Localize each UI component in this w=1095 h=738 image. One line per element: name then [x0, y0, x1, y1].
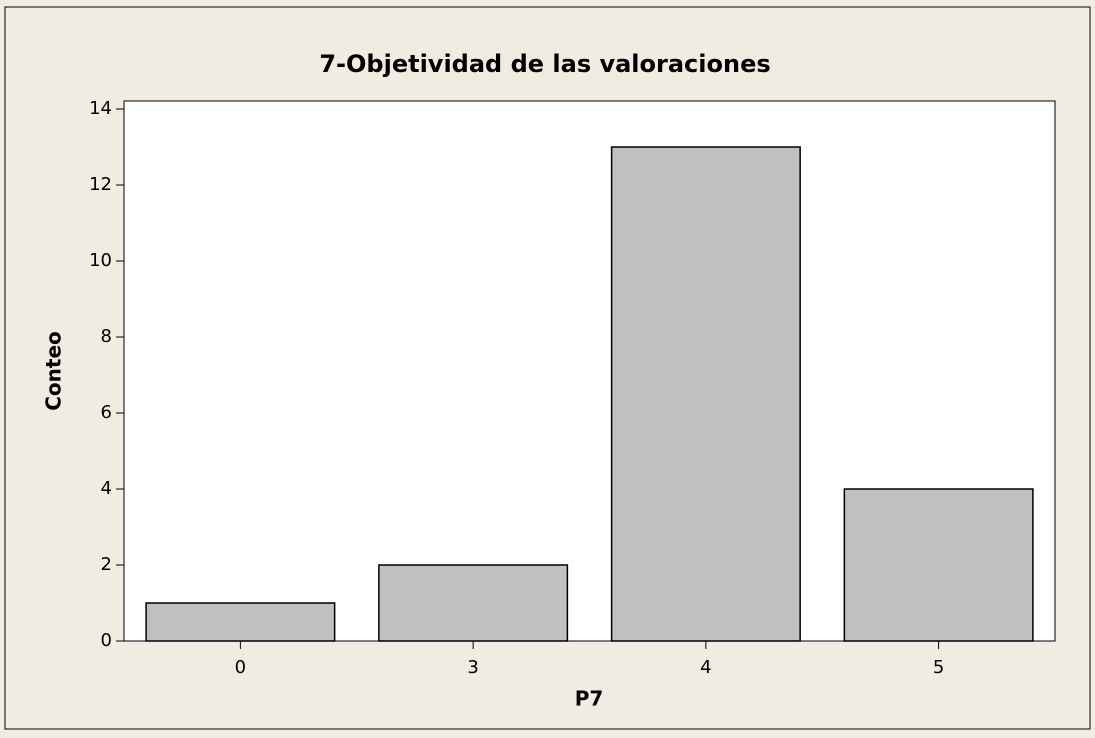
y-tick-label: 12 — [89, 174, 112, 195]
y-tick-label: 4 — [101, 478, 112, 499]
x-tick-label: 3 — [467, 657, 478, 678]
y-axis-label: Conteo — [42, 331, 66, 411]
y-tick-label: 10 — [89, 250, 112, 271]
x-tick-label: 5 — [933, 657, 944, 678]
x-tick-label: 0 — [235, 657, 246, 678]
y-tick-label: 14 — [89, 98, 112, 119]
y-tick-label: 0 — [101, 630, 112, 651]
bar — [145, 602, 336, 642]
y-tick-label: 6 — [101, 402, 112, 423]
bar — [610, 146, 801, 642]
y-tick-label: 2 — [101, 554, 112, 575]
bar — [378, 564, 569, 642]
y-tick-label: 8 — [101, 326, 112, 347]
bar — [843, 488, 1034, 642]
x-tick-label: 4 — [700, 657, 711, 678]
x-axis-label: P7 — [575, 687, 604, 711]
chart-title: 7-Objetividad de las valoraciones — [319, 50, 770, 78]
